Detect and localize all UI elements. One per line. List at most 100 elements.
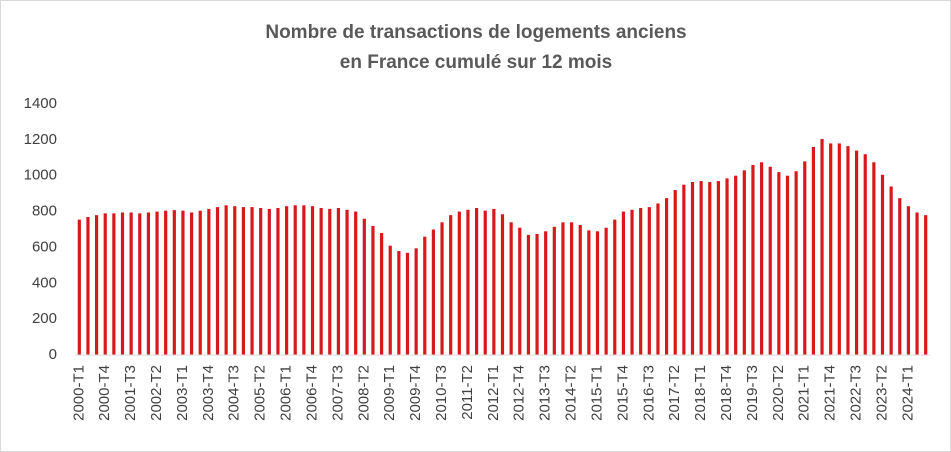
bar	[284, 206, 289, 355]
bar	[595, 231, 600, 355]
bar	[578, 225, 582, 355]
bar	[880, 174, 885, 355]
x-tick-label: 2009-T1	[381, 365, 398, 421]
bar	[552, 226, 556, 355]
bar	[682, 184, 686, 355]
bar	[310, 206, 315, 355]
bar	[699, 181, 703, 355]
bar	[872, 162, 876, 355]
x-tick-label: 2006-T4	[303, 365, 320, 421]
bar	[509, 222, 513, 355]
bar	[811, 147, 816, 355]
y-tick-label: 600	[32, 238, 57, 255]
bar	[803, 161, 807, 355]
x-tick-label: 2007-T3	[329, 365, 346, 421]
bar	[915, 212, 919, 355]
x-tick-label: 2012-T4	[511, 365, 528, 421]
bar	[906, 206, 911, 355]
bar	[561, 222, 565, 355]
bar	[112, 213, 116, 355]
bar	[630, 209, 634, 355]
x-tick-label: 2018-T4	[718, 365, 735, 421]
bar	[898, 198, 902, 355]
bar	[328, 208, 332, 355]
bar	[302, 205, 306, 355]
chart-title: en France cumulé sur 12 mois	[340, 52, 612, 73]
bar	[207, 208, 211, 355]
y-tick-label: 200	[32, 310, 57, 327]
x-tick-label: 2015-T4	[614, 365, 631, 421]
chart-title: Nombre de transactions de logements anci…	[265, 22, 686, 43]
x-tick-label: 2021-T4	[822, 365, 839, 421]
bar	[423, 236, 427, 355]
y-tick-label: 800	[32, 203, 57, 220]
bar	[544, 231, 548, 355]
bar	[924, 215, 928, 355]
bar	[466, 209, 470, 355]
bar	[613, 219, 617, 355]
bar	[716, 181, 721, 355]
x-tick-label: 2024-T1	[899, 365, 916, 421]
bar	[146, 212, 151, 355]
x-tick-label: 2010-T3	[433, 365, 450, 421]
bar	[829, 143, 833, 355]
bar	[198, 210, 202, 355]
bar	[172, 210, 176, 355]
bar	[138, 213, 142, 355]
x-tick-label: 2000-T1	[70, 365, 87, 421]
bar	[604, 227, 608, 355]
bar	[120, 212, 125, 355]
x-tick-label: 2005-T2	[252, 365, 269, 421]
bar	[397, 251, 401, 355]
bar	[820, 138, 824, 355]
bar	[500, 214, 505, 355]
bar	[440, 222, 444, 355]
bar	[846, 146, 850, 355]
x-tick-label: 2021-T1	[796, 365, 813, 421]
bar	[155, 211, 159, 355]
bar	[379, 233, 384, 355]
bar	[405, 252, 410, 355]
bar	[276, 207, 280, 355]
bar	[250, 207, 254, 355]
bar	[759, 162, 764, 355]
bar	[734, 175, 738, 355]
bar	[414, 248, 418, 355]
bar	[492, 208, 496, 355]
x-tick-label: 2002-T2	[148, 365, 165, 421]
y-tick-label: 1200	[24, 131, 57, 148]
bar	[785, 175, 790, 355]
x-tick-label: 2004-T3	[226, 365, 243, 421]
x-tick-label: 2003-T4	[200, 365, 217, 421]
bar	[889, 186, 893, 355]
bar	[690, 181, 695, 355]
bar	[725, 178, 729, 355]
y-tick-label: 0	[49, 346, 57, 363]
bar	[129, 212, 133, 355]
bar	[94, 215, 99, 355]
bar	[86, 216, 90, 355]
x-tick-label: 2012-T1	[485, 365, 502, 421]
x-tick-label: 2015-T1	[588, 365, 605, 421]
bar	[457, 211, 461, 355]
bar	[371, 225, 375, 355]
bar	[164, 210, 168, 355]
x-tick-label: 2018-T1	[692, 365, 709, 421]
bar	[267, 208, 271, 355]
bar	[708, 181, 712, 355]
bar	[751, 164, 755, 355]
bar	[647, 207, 651, 355]
bar	[673, 190, 677, 355]
bar	[535, 233, 539, 355]
bar	[742, 170, 746, 355]
bar	[354, 211, 358, 355]
bar	[639, 207, 643, 355]
x-tick-label: 2009-T4	[407, 365, 424, 421]
x-tick-label: 2023-T2	[873, 365, 890, 421]
bar	[768, 166, 772, 355]
bar	[587, 230, 591, 355]
bar	[526, 234, 531, 355]
x-tick-label: 2006-T1	[278, 365, 295, 421]
bar	[621, 211, 626, 355]
